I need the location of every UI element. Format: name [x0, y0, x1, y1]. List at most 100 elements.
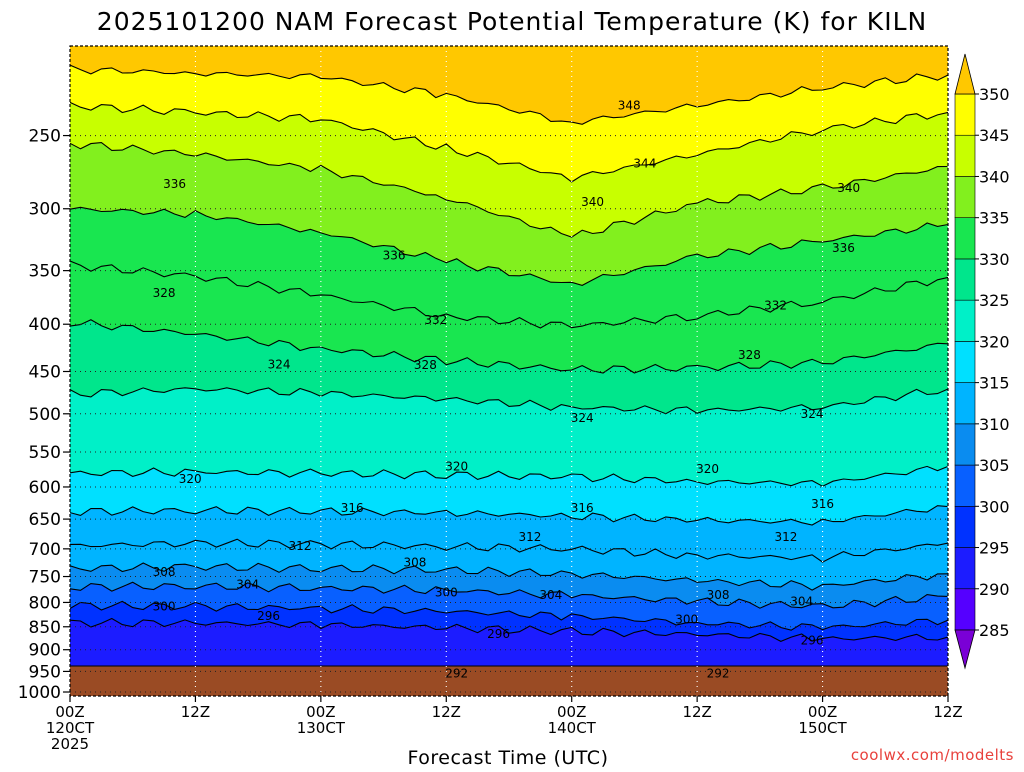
contour-line-296	[70, 617, 948, 643]
contour-line-304	[70, 581, 948, 609]
colorbar-label: 300	[979, 497, 1010, 516]
colorbar-label: 305	[979, 456, 1010, 475]
grid-lines	[70, 46, 948, 696]
colorbar-label: 320	[979, 332, 1010, 351]
y-tick-label: 750	[29, 568, 61, 588]
colorbar-label: 345	[979, 126, 1010, 145]
contour-line-340	[70, 142, 948, 238]
colorbar-segment	[954, 423, 976, 466]
contour-lines	[70, 64, 948, 667]
y-tick-label: 800	[29, 593, 61, 613]
colorbar-segment	[954, 134, 976, 177]
colorbar: 285 290 295 300 305 310 315 320 325 330 335 340 345 3…	[954, 53, 1010, 670]
contour-label: 300	[675, 613, 698, 627]
contour-line-312	[70, 538, 948, 563]
contour-label: 296	[801, 634, 824, 648]
contour-label: 312	[288, 539, 311, 553]
y-tick-label: 450	[29, 362, 61, 382]
contour-line-328	[70, 319, 948, 374]
contour-label: 328	[738, 348, 761, 362]
contour-line-320	[70, 465, 948, 487]
x-tick-label: 00Z	[557, 703, 586, 721]
y-tick-label: 400	[29, 315, 61, 335]
x-tick-date: 130CT	[297, 719, 346, 737]
contour-label: 320	[179, 472, 202, 486]
contour-line-316	[70, 505, 948, 526]
contour-label: 312	[775, 530, 798, 544]
x-tick-label: 12Z	[682, 703, 711, 721]
colorbar-arrow-top	[954, 53, 976, 95]
contour-label: 308	[403, 555, 426, 569]
x-tick-label: 00Z	[306, 703, 335, 721]
contour-labels: 348 344 340 340 336 336 336 332 332 328 328 328 324 3…	[153, 99, 861, 681]
y-tick-label: 300	[29, 200, 61, 220]
contour-label: 348	[618, 99, 641, 113]
y-tick-label: 350	[29, 262, 61, 282]
colorbar-label: 325	[979, 291, 1010, 310]
ground-surface	[70, 666, 948, 696]
contour-label: 304	[236, 577, 259, 591]
colorbar-segment	[954, 547, 976, 590]
credit-text: coolwx.com/modelts	[851, 746, 1014, 764]
contour-label: 328	[414, 358, 437, 372]
x-tick-label: 12Z	[432, 703, 461, 721]
contour-label: 336	[383, 248, 406, 262]
contour-label: 332	[424, 313, 447, 327]
contour-label: 328	[153, 286, 176, 300]
contour-label: 324	[801, 407, 824, 421]
contour-label: 324	[571, 411, 594, 425]
x-tick-label: 00Z	[808, 703, 837, 721]
contour-label: 304	[539, 588, 562, 602]
colorbar-label: 290	[979, 580, 1010, 599]
y-tick-label: 900	[29, 641, 61, 661]
contour-label: 316	[811, 497, 834, 511]
contour-label: 292	[445, 667, 468, 681]
colorbar-label: 310	[979, 415, 1010, 434]
contour-label: 320	[445, 459, 468, 473]
colorbar-segment	[954, 299, 976, 342]
contour-label: 340	[837, 181, 860, 195]
contour-line-348	[70, 64, 948, 125]
chart-title: 2025101200 NAM Forecast Potential Temper…	[97, 7, 927, 36]
colorbar-label: 340	[979, 167, 1010, 186]
colorbar-label: 295	[979, 539, 1010, 558]
contour-line-344	[70, 101, 948, 183]
y-tick-label: 600	[29, 478, 61, 498]
contour-label: 316	[571, 501, 594, 515]
y-axis: 250 300 350 400 450 500 550 600 650 700 750 800 850 9…	[18, 127, 70, 703]
colorbar-label: 285	[979, 621, 1010, 640]
x-tick-label: 12Z	[181, 703, 210, 721]
y-tick-label: 500	[29, 405, 61, 425]
contour-label: 296	[257, 609, 280, 623]
contour-label: 316	[341, 501, 364, 515]
y-tick-label: 550	[29, 443, 61, 463]
contour-label: 304	[790, 594, 813, 608]
contour-line-308	[70, 562, 948, 591]
x-axis-label: Forecast Time (UTC)	[408, 747, 609, 768]
colorbar-label: 330	[979, 250, 1010, 269]
contour-label: 340	[581, 195, 604, 209]
colorbar-segment	[954, 506, 976, 548]
colorbar-segment	[954, 93, 976, 136]
contour-line-324	[70, 387, 948, 415]
contour-label: 300	[435, 585, 458, 599]
contour-label: 308	[153, 565, 176, 579]
x-tick-year: 2025	[51, 735, 89, 753]
colorbar-segment	[954, 464, 976, 507]
contour-label: 312	[518, 530, 541, 544]
x-tick-date: 140CT	[548, 719, 597, 737]
contour-label: 300	[153, 599, 176, 613]
x-tick-label: 12Z	[933, 703, 962, 721]
plot-area	[70, 46, 948, 696]
contour-label: 344	[633, 156, 656, 170]
colorbar-segment	[954, 217, 976, 260]
colorbar-arrow-bottom	[954, 629, 976, 670]
contour-label: 292	[707, 667, 730, 681]
y-tick-label: 250	[29, 127, 61, 147]
colorbar-label: 335	[979, 209, 1010, 228]
contour-label: 336	[163, 177, 186, 191]
x-tick-label: 00Z	[55, 703, 84, 721]
contour-label: 296	[487, 627, 510, 641]
